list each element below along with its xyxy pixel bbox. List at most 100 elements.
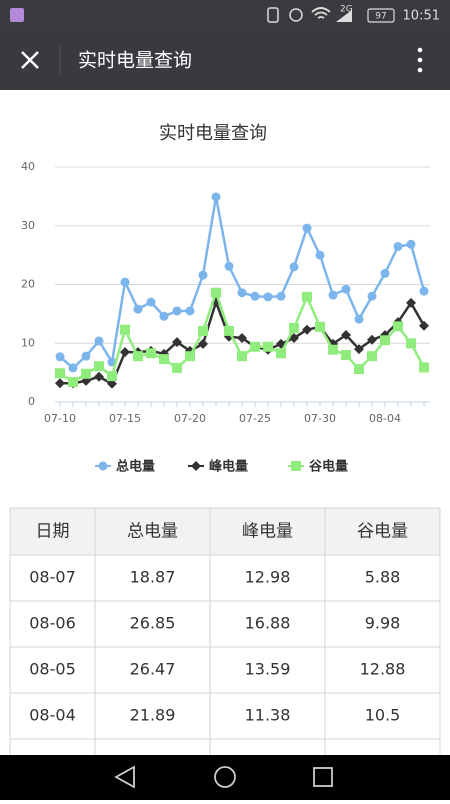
point [289, 262, 299, 272]
table-cell: 12.98 [245, 568, 291, 587]
point [107, 371, 117, 382]
app-icon [10, 8, 24, 22]
legend-label: 峰电量 [209, 459, 248, 475]
legend-label: 谷电量 [309, 459, 348, 475]
point [263, 292, 273, 302]
point [68, 363, 78, 373]
point [81, 351, 91, 361]
point [120, 324, 130, 335]
y-tick-label: 40 [21, 160, 35, 173]
point [198, 338, 208, 349]
table-cell: 21.89 [130, 706, 176, 725]
y-tick-label: 20 [21, 278, 35, 291]
point [68, 377, 78, 388]
point [328, 344, 338, 355]
app-title: 实时电量查询 [78, 50, 192, 72]
point [198, 270, 208, 280]
y-tick-label: 0 [28, 395, 35, 408]
legend-label: 总电量 [116, 459, 155, 475]
point [120, 277, 130, 287]
point [55, 378, 65, 389]
point [55, 368, 65, 379]
point [94, 371, 104, 382]
nav-bar [0, 755, 450, 800]
point [263, 341, 273, 352]
point [237, 351, 247, 362]
table-cell: 10.5 [365, 706, 401, 725]
x-tick-label: 07-20 [174, 412, 206, 425]
table-header-cell: 峰电量 [242, 522, 293, 542]
point [302, 291, 312, 302]
table-cell: 9.98 [365, 614, 401, 633]
point [328, 290, 338, 300]
y-tick-label: 30 [21, 219, 35, 232]
point [250, 291, 260, 301]
point [367, 334, 377, 345]
clock: 10:51 [403, 9, 440, 24]
home-button[interactable] [214, 766, 236, 788]
recents-button[interactable] [313, 767, 333, 787]
point [367, 291, 377, 301]
point [380, 268, 390, 278]
point [393, 241, 403, 251]
table-header-cell: 谷电量 [357, 522, 408, 542]
point [94, 361, 104, 372]
table-cell: 5.88 [365, 568, 401, 587]
point [211, 192, 221, 202]
point [146, 348, 156, 359]
point [302, 324, 312, 335]
point [367, 351, 377, 362]
point [185, 306, 195, 316]
point [94, 336, 104, 346]
x-tick-label: 07-15 [109, 412, 141, 425]
table-cell: 12.88 [360, 660, 406, 679]
point [224, 325, 234, 336]
point [81, 368, 91, 379]
x-tick-label: 07-10 [44, 412, 76, 425]
table-header-cell: 日期 [36, 522, 70, 542]
chart-title: 实时电量查询 [159, 123, 267, 144]
point [419, 286, 429, 296]
point [315, 250, 325, 260]
point [198, 325, 208, 336]
point [315, 321, 325, 332]
point [159, 354, 169, 365]
point [419, 320, 429, 331]
point [406, 297, 416, 308]
point [172, 306, 182, 316]
close-button[interactable] [21, 51, 39, 69]
point [133, 304, 143, 314]
table-cell: 08-04 [29, 706, 76, 725]
back-button[interactable] [114, 765, 135, 789]
point [406, 239, 416, 249]
point [380, 335, 390, 346]
signal-icon [336, 10, 352, 22]
point [172, 362, 182, 373]
x-tick-label: 07-25 [239, 412, 271, 425]
table-header-cell: 总电量 [127, 522, 178, 542]
app-bar [0, 30, 450, 90]
vibrate-icon [267, 7, 279, 23]
wifi-icon [311, 7, 331, 19]
table-cell: 08-06 [29, 614, 76, 633]
x-tick-label: 08-04 [369, 412, 401, 425]
point [406, 338, 416, 349]
y-tick-label: 10 [21, 336, 35, 349]
point [419, 362, 429, 373]
battery-icon [367, 8, 395, 23]
point [237, 288, 247, 298]
point [341, 330, 351, 341]
x-tick-label: 07-30 [304, 412, 336, 425]
point [250, 341, 260, 352]
point [393, 321, 403, 332]
point [341, 350, 351, 360]
point [146, 297, 156, 307]
point [211, 287, 221, 298]
table-cell: 26.47 [130, 660, 176, 679]
point [276, 348, 286, 359]
table-cell: 18.87 [130, 568, 176, 587]
point [354, 344, 364, 355]
menu-button[interactable] [417, 47, 423, 73]
point [172, 337, 182, 348]
